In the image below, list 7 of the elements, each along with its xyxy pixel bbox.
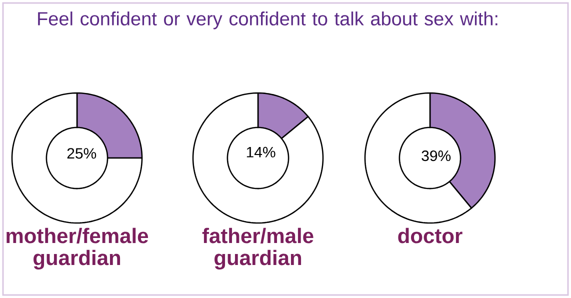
text: mother/female guardian <box>6 228 148 270</box>
data-label: 25% <box>67 148 96 159</box>
text: doctor <box>398 228 462 244</box>
data-label: 39% <box>422 150 451 162</box>
data-label: 14% <box>246 146 276 158</box>
text: father/male guardian <box>202 228 314 270</box>
text: Feel confident or very confident to talk about sex with: <box>38 12 498 30</box>
